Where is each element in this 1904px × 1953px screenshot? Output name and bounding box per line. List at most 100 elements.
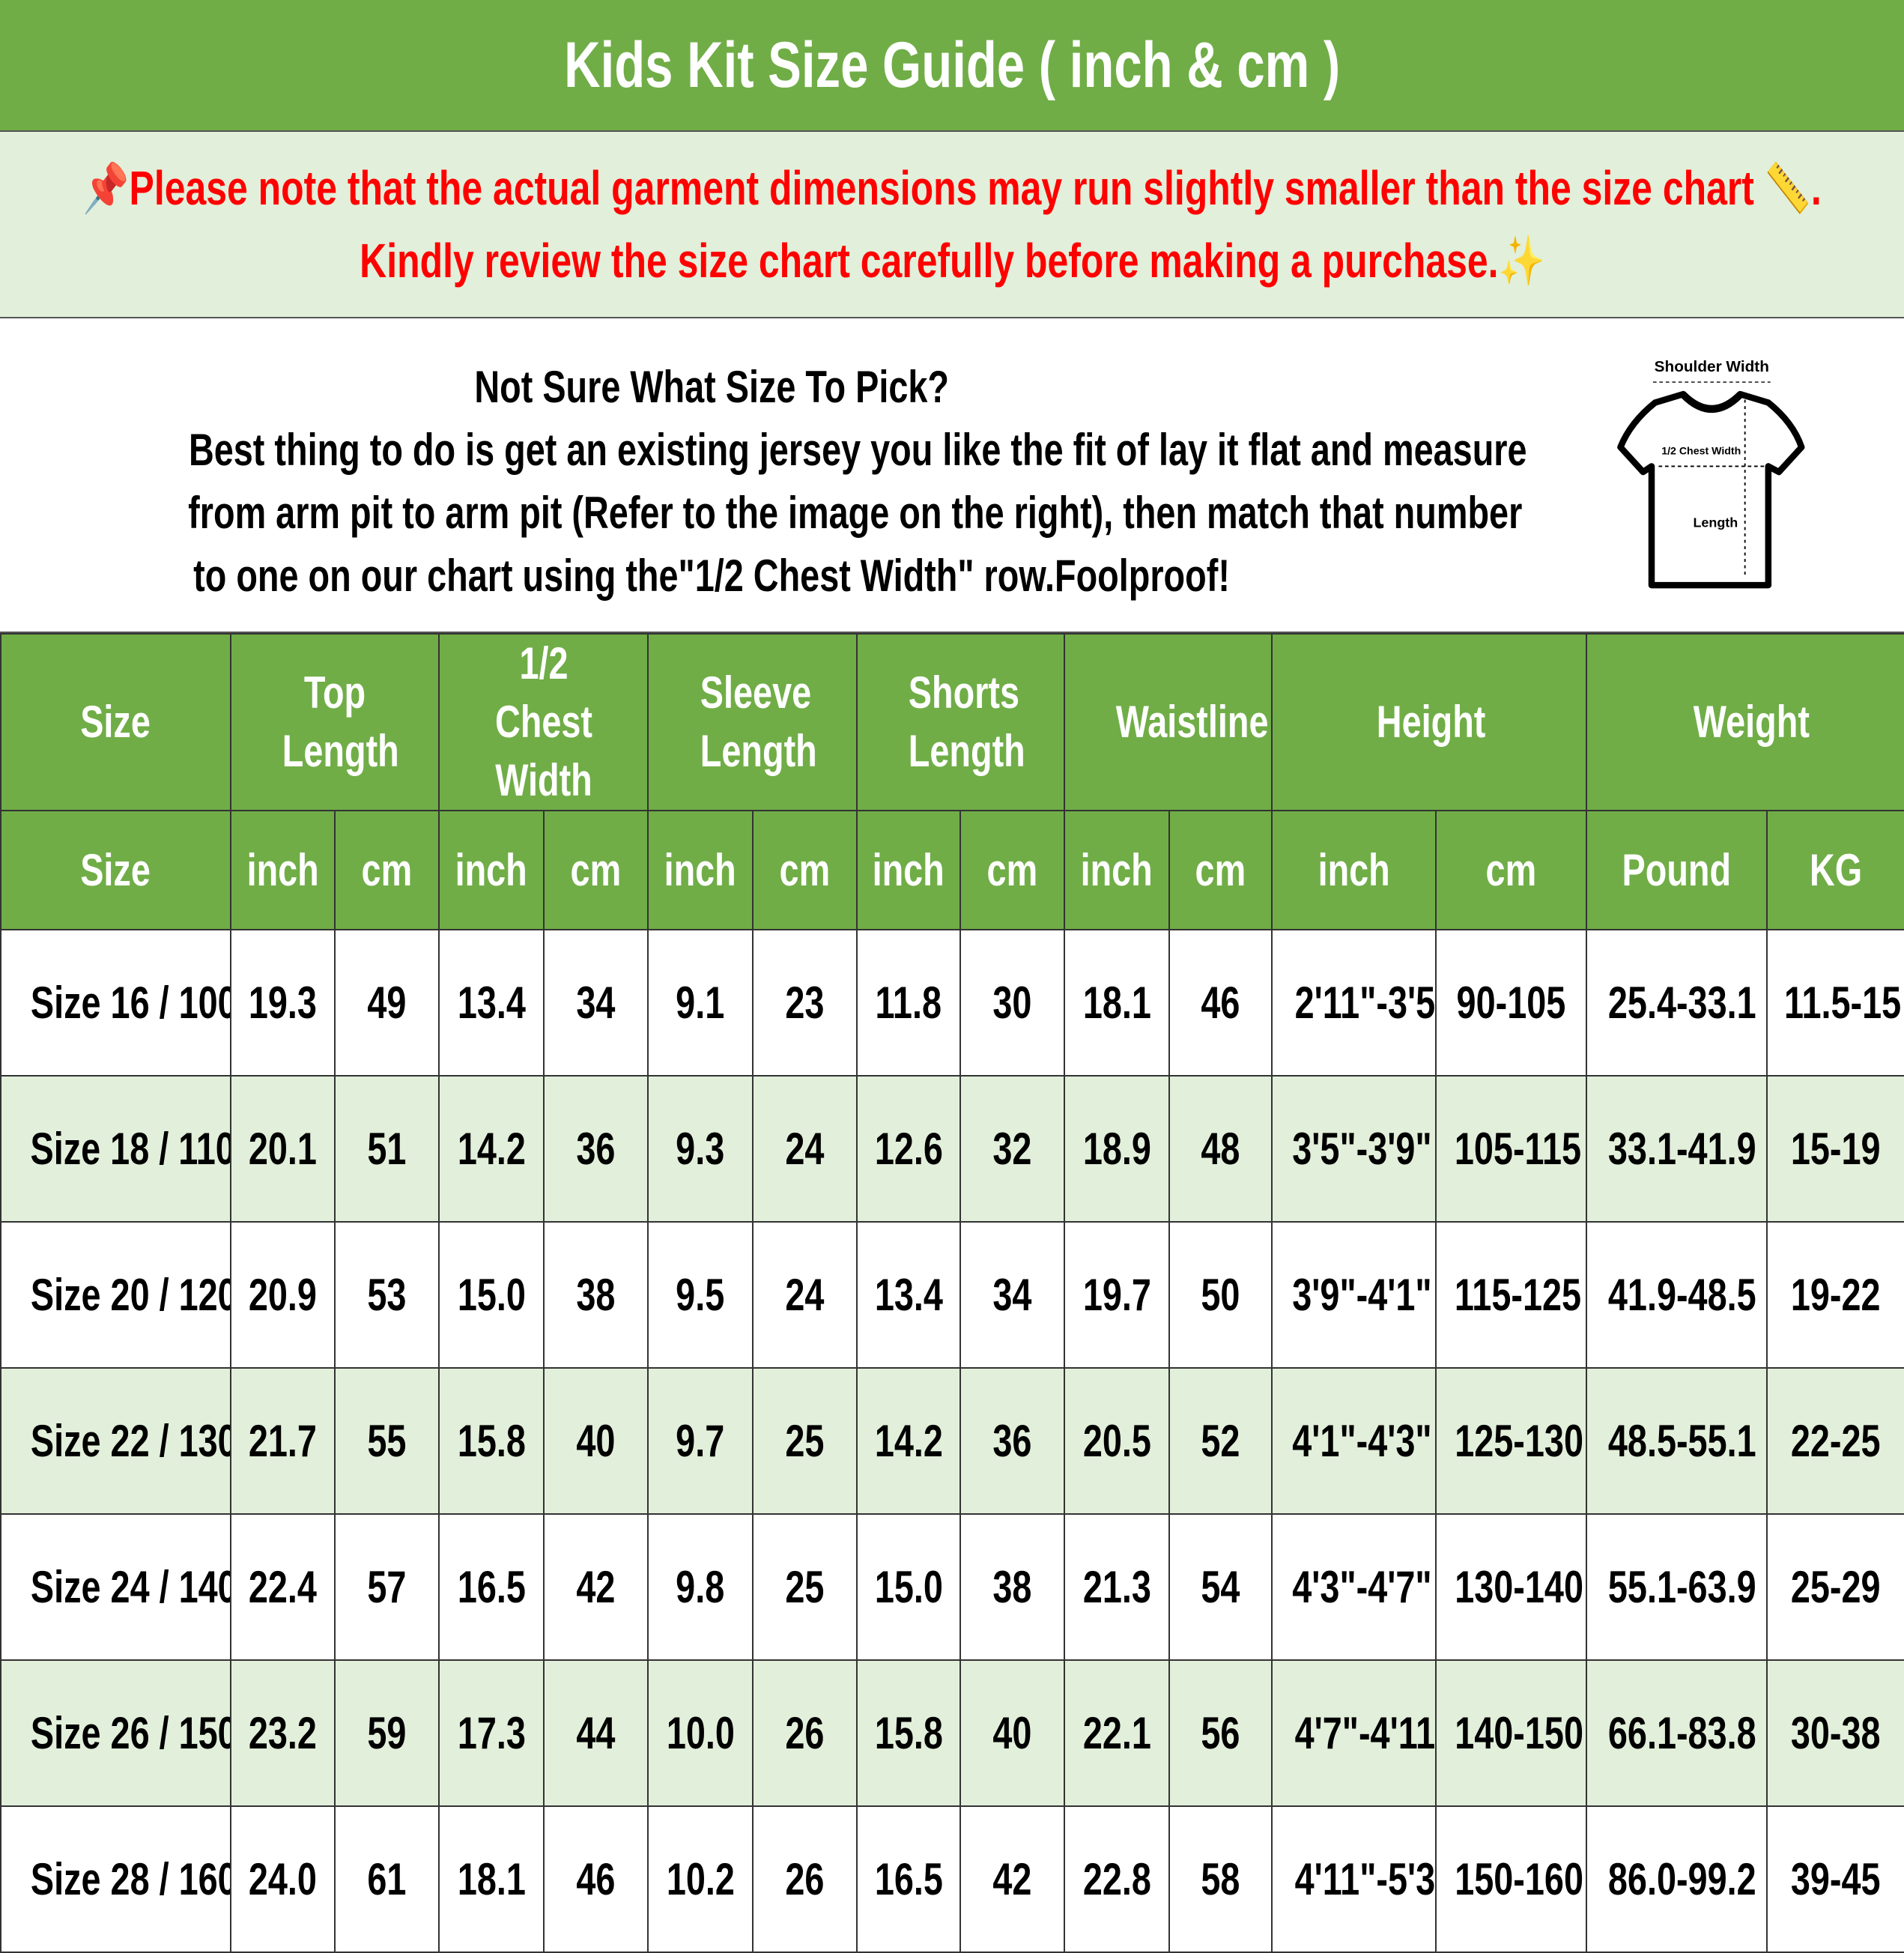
table-cell: 9.3 xyxy=(647,1075,754,1223)
table-cell: 25.4-33.1 xyxy=(1586,929,1768,1077)
table-cell: 53 xyxy=(334,1221,440,1369)
table-cell: 19-22 xyxy=(1766,1221,1904,1369)
table-cell: 26 xyxy=(752,1805,858,1953)
pushpin-icon: 📌 xyxy=(82,160,130,215)
table-cell: 4'3"-4'7" xyxy=(1271,1513,1437,1661)
table-cell: 61 xyxy=(334,1805,440,1953)
table-cell: 90-105 xyxy=(1435,929,1587,1077)
table-cell: 22.1 xyxy=(1064,1659,1170,1807)
table-cell: 115-125 xyxy=(1435,1221,1587,1369)
table-cell: 38 xyxy=(543,1221,649,1369)
page-title: Kids Kit Size Guide ( inch & cm ) xyxy=(0,0,1904,132)
unit-header: inch xyxy=(438,810,545,930)
unit-header: inch xyxy=(647,810,754,930)
table-cell: 86.0-99.2 xyxy=(1586,1805,1768,1953)
table-cell: 33.1-41.9 xyxy=(1586,1075,1768,1223)
table-cell: 54 xyxy=(1168,1513,1273,1661)
unit-header: inch xyxy=(1064,810,1170,930)
table-cell: 48 xyxy=(1168,1075,1273,1223)
table-cell: 23 xyxy=(752,929,858,1077)
table-cell: 130-140 xyxy=(1435,1513,1587,1661)
table-cell: 15.0 xyxy=(438,1221,545,1369)
table-cell: 13.4 xyxy=(856,1221,961,1369)
table-cell: 66.1-83.8 xyxy=(1586,1659,1768,1807)
unit-header: cm xyxy=(334,810,440,930)
notice-line-1: 📌Please note that the actual garment dim… xyxy=(82,160,1822,215)
notice-banner: 📌Please note that the actual garment dim… xyxy=(0,132,1904,318)
table-cell: 15.8 xyxy=(438,1367,545,1515)
unit-header: inch xyxy=(1271,810,1437,930)
table-cell: 56 xyxy=(1168,1659,1273,1807)
table-cell: 40 xyxy=(959,1659,1065,1807)
table-cell: 23.2 xyxy=(230,1659,336,1807)
table-cell: 14.2 xyxy=(438,1075,545,1223)
table-row: Size 28 / 160 24.0 61 18.1 46 10.2 26 16.5 42 22.… xyxy=(0,1805,1904,1953)
group-header: Waistline xyxy=(1064,633,1273,811)
table-cell: 15.8 xyxy=(856,1659,961,1807)
unit-header: cm xyxy=(1435,810,1587,930)
table-cell: 36 xyxy=(543,1075,649,1223)
table-cell: 16.5 xyxy=(856,1805,961,1953)
table-cell: 19.7 xyxy=(1064,1221,1170,1369)
table-cell: Size 24 / 140 xyxy=(0,1513,231,1661)
table-row: Size 16 / 100 19.3 49 13.4 34 9.1 23 11.8 30 18.1… xyxy=(0,929,1904,1077)
unit-header: cm xyxy=(543,810,649,930)
table-cell: 9.5 xyxy=(647,1221,754,1369)
notice-line-2: Kindly review the size chart carefully b… xyxy=(359,233,1545,288)
table-cell: 50 xyxy=(1168,1221,1273,1369)
table-cell: 46 xyxy=(543,1805,649,1953)
table-cell: 13.4 xyxy=(438,929,545,1077)
table-cell: Size 28 / 160 xyxy=(0,1805,231,1953)
table-cell: 36 xyxy=(959,1367,1065,1515)
table-cell: 18.9 xyxy=(1064,1075,1170,1223)
table-cell: 21.3 xyxy=(1064,1513,1170,1661)
table-cell: 4'7"-4'11" xyxy=(1271,1659,1437,1807)
table-cell: 9.7 xyxy=(647,1367,754,1515)
table-cell: 30 xyxy=(959,929,1065,1077)
table-cell: 15.0 xyxy=(856,1513,961,1661)
info-section: Not Sure What Size To Pick? Best thing t… xyxy=(0,318,1904,633)
table-cell: 30-38 xyxy=(1766,1659,1904,1807)
table-cell: 55.1-63.9 xyxy=(1586,1513,1768,1661)
table-cell: 42 xyxy=(959,1805,1065,1953)
table-cell: 25 xyxy=(752,1513,858,1661)
table-cell: 20.1 xyxy=(230,1075,336,1223)
length-label: Length xyxy=(1693,515,1738,530)
table-cell: 44 xyxy=(543,1659,649,1807)
unit-header: inch xyxy=(856,810,961,930)
table-cell: 46 xyxy=(1168,929,1273,1077)
table-cell: 9.8 xyxy=(647,1513,754,1661)
table-cell: 12.6 xyxy=(856,1075,961,1223)
group-header: 1/2 Chest Width xyxy=(438,633,649,811)
table-cell: 4'11"-5'3" xyxy=(1271,1805,1437,1953)
table-cell: 22-25 xyxy=(1766,1367,1904,1515)
table-cell: 10.2 xyxy=(647,1805,754,1953)
table-cell: 49 xyxy=(334,929,440,1077)
table-cell: Size 20 / 120 xyxy=(0,1221,231,1369)
group-header: Weight xyxy=(1586,633,1904,811)
table-cell: 55 xyxy=(334,1367,440,1515)
table-cell: 22.4 xyxy=(230,1513,336,1661)
table-cell: 34 xyxy=(959,1221,1065,1369)
unit-header: inch xyxy=(230,810,336,930)
table-cell: 14.2 xyxy=(856,1367,961,1515)
table-cell: 18.1 xyxy=(438,1805,545,1953)
table-cell: 125-130 xyxy=(1435,1367,1587,1515)
table-cell: 22.8 xyxy=(1064,1805,1170,1953)
table-cell: 21.7 xyxy=(230,1367,336,1515)
unit-header: cm xyxy=(1168,810,1273,930)
table-cell: 16.5 xyxy=(438,1513,545,1661)
table-cell: 9.1 xyxy=(647,929,754,1077)
table-cell: 15-19 xyxy=(1766,1075,1904,1223)
header-row-units: Size inch cm inch cm inch cm inch cm inch cm inch cm… xyxy=(0,810,1904,930)
table-cell: 34 xyxy=(543,929,649,1077)
table-cell: 25 xyxy=(752,1367,858,1515)
table-cell: 4'1"-4'3" xyxy=(1271,1367,1437,1515)
unit-header: Pound xyxy=(1586,810,1768,930)
unit-header: cm xyxy=(752,810,858,930)
table-cell: 10.0 xyxy=(647,1659,754,1807)
size-table: Size Top Length 1/2 Chest Width Sleeve Leng… xyxy=(0,633,1904,1953)
tshirt-diagram-icon: Shoulder Width 1/2 Chest Width Length xyxy=(1617,358,1805,589)
table-cell: 18.1 xyxy=(1064,929,1170,1077)
table-cell: Size 26 / 150 xyxy=(0,1659,231,1807)
